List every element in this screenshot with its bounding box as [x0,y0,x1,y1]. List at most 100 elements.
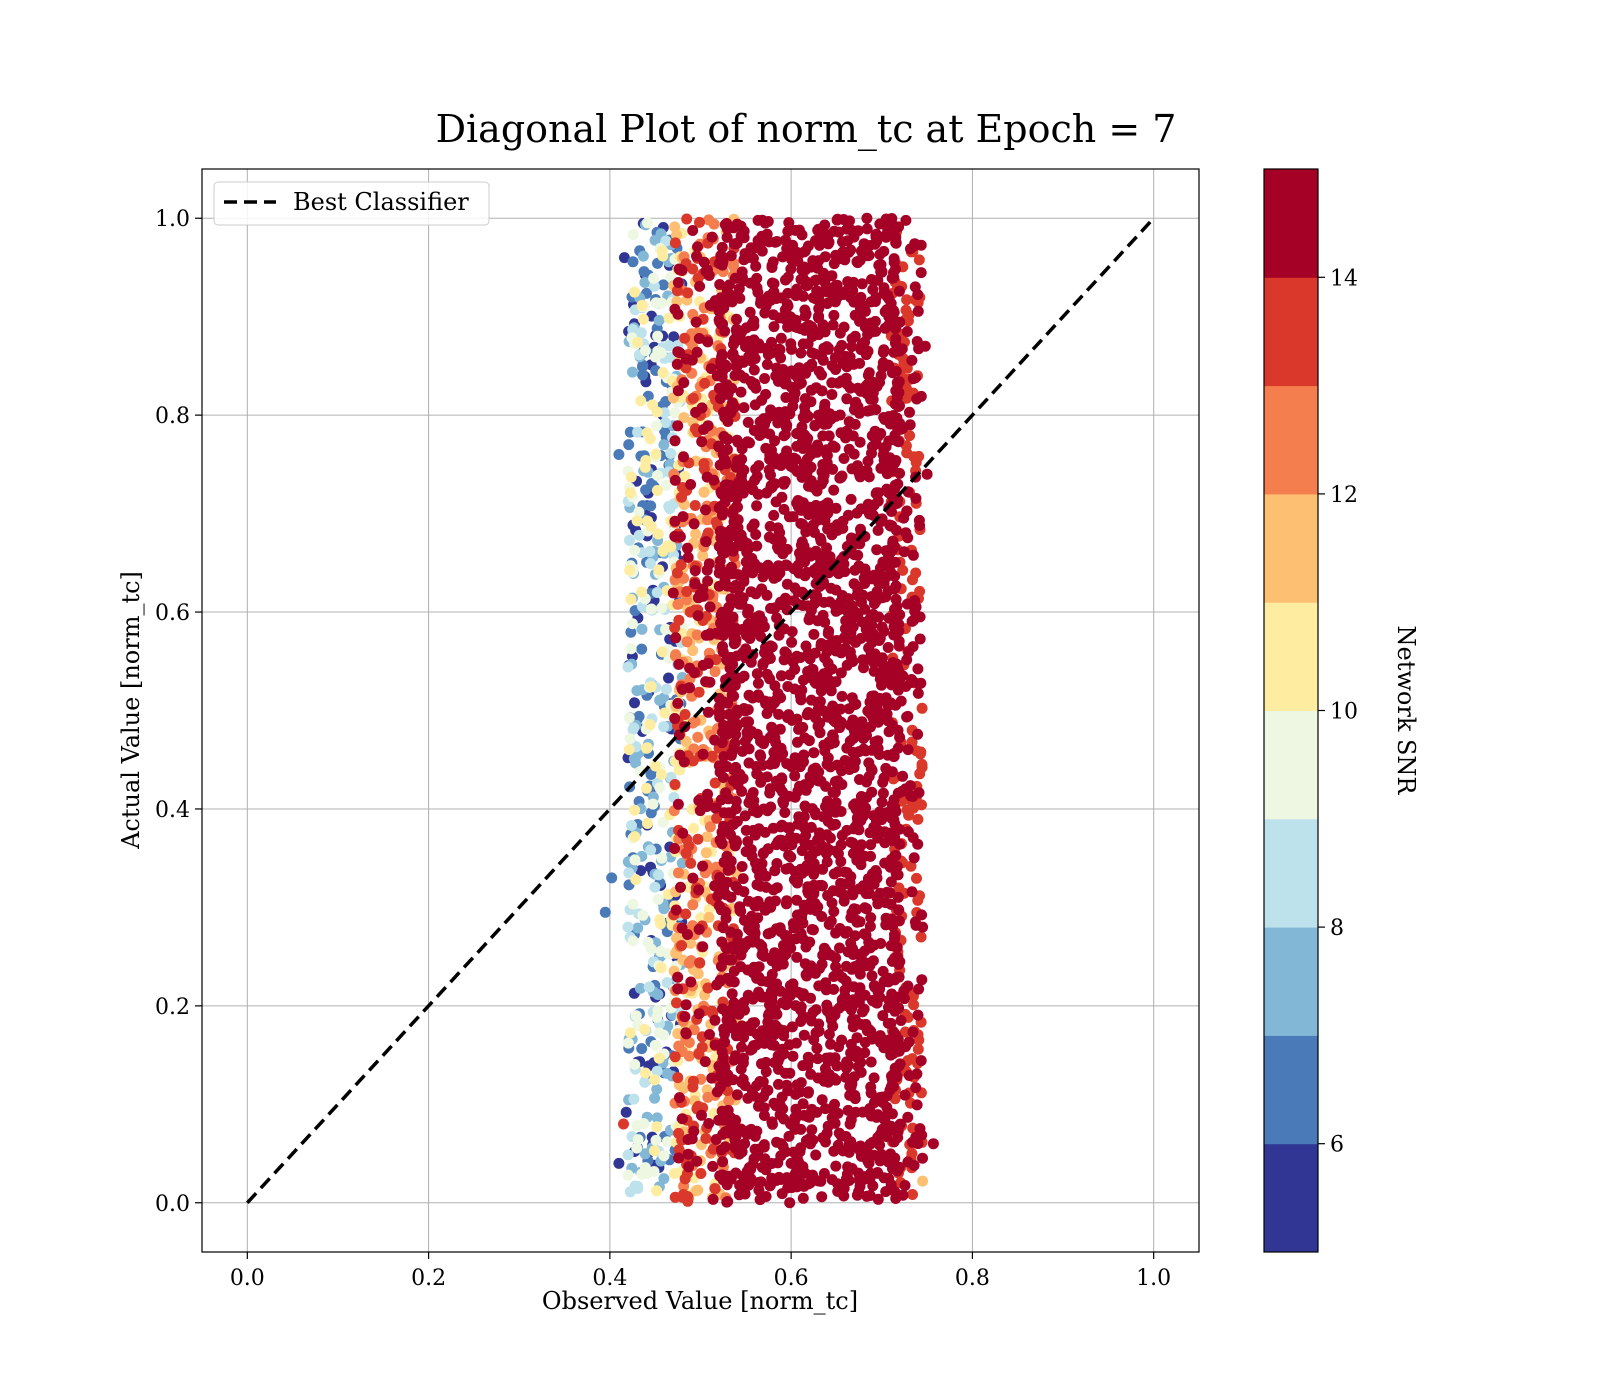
scatter-point [889,831,901,843]
scatter-point [774,922,786,934]
scatter-point [908,852,920,864]
scatter-point [796,845,808,857]
scatter-point [849,564,861,576]
scatter-point [673,1152,685,1164]
scatter-point [716,936,728,948]
scatter-point [789,791,801,803]
scatter-point [817,430,829,442]
scatter-point [707,1143,719,1155]
scatter-point [749,399,761,411]
scatter-point [721,654,733,666]
scatter-point [783,1039,795,1051]
scatter-point [687,392,699,404]
scatter-point [737,873,749,885]
scatter-point [702,336,714,348]
scatter-point [702,575,714,587]
scatter-point [829,1098,840,1110]
scatter-point [781,242,793,254]
scatter-point [856,278,868,290]
scatter-point [876,796,888,808]
scatter-point [804,1177,816,1189]
scatter-point [822,523,834,535]
scatter-point [875,1148,887,1160]
scatter-point [741,322,753,334]
scatter-point [668,331,680,343]
scatter-point [721,850,733,862]
scatter-point [633,529,645,541]
scatter-point [788,393,800,405]
scatter-point [802,338,814,350]
scatter-point [649,1074,661,1086]
scatter-point [689,565,701,577]
scatter-point [835,667,847,679]
scatter-point [730,634,742,645]
scatter-point [901,326,913,337]
scatter-point [780,999,792,1011]
scatter-point [905,790,917,802]
scatter-point [743,743,755,755]
scatter-point [683,1161,695,1173]
scatter-point [657,279,669,291]
scatter-point [636,1168,648,1180]
scatter-point [865,850,876,862]
scatter-point [656,852,668,864]
y-tick-label: 0.0 [155,1192,190,1217]
colorbar-bin [1264,493,1318,603]
scatter-point [747,252,759,264]
scatter-point [859,1047,871,1059]
scatter-point [794,761,806,773]
scatter-point [693,884,705,896]
scatter-point [882,585,894,597]
scatter-point [822,711,834,723]
scatter-point [613,1157,625,1169]
scatter-point [716,251,728,263]
scatter-point [873,635,885,646]
scatter-point [841,659,853,671]
scatter-point [771,858,783,869]
scatter-point [889,933,900,945]
scatter-point [810,712,822,724]
scatter-point [707,1193,719,1205]
scatter-point [810,809,822,821]
scatter-point [624,733,636,745]
scatter-point [799,393,811,405]
scatter-point [733,539,745,550]
scatter-point [782,225,794,237]
scatter-point [768,509,780,521]
scatter-point [709,1039,721,1051]
legend: Best Classifier [213,181,490,226]
scatter-point [738,670,750,682]
scatter-point [845,244,857,256]
scatter-point [868,572,880,584]
scatter-point [876,679,887,691]
scatter-point [678,377,690,389]
scatter-point [754,562,766,574]
scatter-point [743,797,755,809]
scatter-point [758,847,770,859]
scatter-point [883,359,895,371]
scatter-point [731,313,742,325]
scatter-point [760,1191,772,1202]
scatter-point [622,661,634,673]
scatter-point [757,1076,769,1088]
scatter-point [808,880,820,892]
scatter-point [748,1090,760,1102]
scatter-point [864,1138,876,1150]
scatter-point [680,1027,692,1039]
scatter-point [723,709,735,720]
scatter-point [830,1074,842,1086]
scatter-point [693,1008,705,1020]
scatter-point [640,1067,651,1079]
scatter-point [913,514,925,526]
scatter-point [777,795,789,807]
scatter-point [680,908,692,920]
scatter-point [694,216,705,228]
scatter-point [689,423,701,435]
scatter-point [793,375,805,387]
scatter-point [669,407,681,419]
scatter-point [736,1041,747,1053]
scatter-point [803,509,815,520]
scatter-point [627,324,639,335]
scatter-point [718,1036,730,1048]
scatter-point [847,714,859,726]
